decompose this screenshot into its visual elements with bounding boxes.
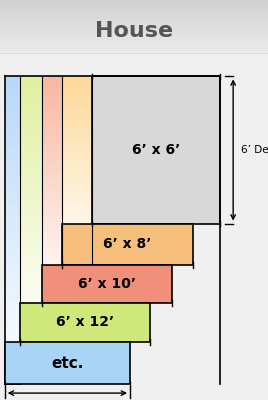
Bar xyxy=(5,342,130,384)
Text: 6’ x 10’: 6’ x 10’ xyxy=(77,277,136,291)
Text: 6’ x 6’: 6’ x 6’ xyxy=(132,143,180,157)
Text: etc.: etc. xyxy=(51,356,84,371)
Text: 6’ x 12’: 6’ x 12’ xyxy=(56,316,114,330)
Text: 6’ x 8’: 6’ x 8’ xyxy=(103,237,151,251)
Bar xyxy=(62,224,193,265)
Bar xyxy=(92,76,220,224)
Bar xyxy=(20,303,150,342)
Text: House: House xyxy=(95,21,173,41)
Bar xyxy=(42,265,172,303)
Text: 6’ Deep: 6’ Deep xyxy=(241,145,268,155)
